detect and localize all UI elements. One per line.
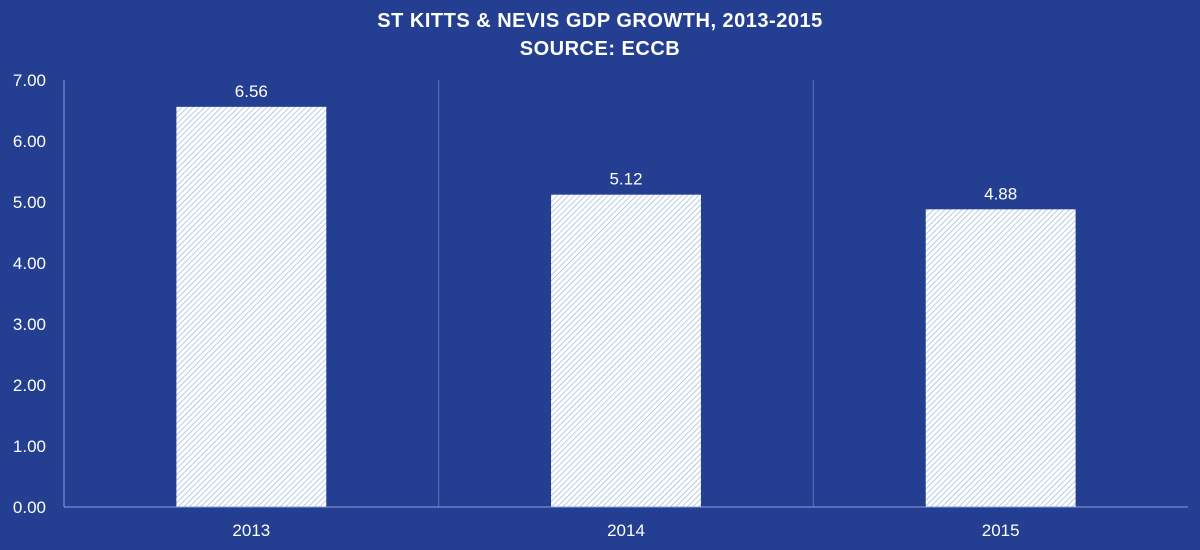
x-tick-label-2013: 2013: [232, 521, 270, 540]
bar-2015: [925, 209, 1076, 507]
label-layer: 6.56 2013 5.12 2014 4.88 2015: [232, 82, 1019, 540]
y-tick-label: 2.00: [13, 376, 46, 395]
y-tick-label: 0.00: [13, 498, 46, 517]
data-label-2013: 6.56: [235, 82, 268, 101]
x-tick-label-2015: 2015: [982, 521, 1020, 540]
grid-layer: [438, 80, 814, 507]
axis-layer: 0.00 1.00 2.00 3.00 4.00 5.00 6.00 7.00: [13, 71, 1188, 517]
x-tick-label-2014: 2014: [607, 521, 645, 540]
bar-2014: [551, 194, 701, 507]
bar-2013: [176, 106, 327, 507]
chart-subtitle: SOURCE: ECCB: [519, 38, 681, 60]
y-tick-label: 4.00: [13, 254, 46, 273]
data-label-2015: 4.88: [984, 184, 1017, 203]
chart-title: ST KITTS & NEVIS GDP GROWTH, 2013-2015: [377, 10, 823, 32]
y-tick-label: 3.00: [13, 315, 46, 334]
y-tick-label: 1.00: [13, 437, 46, 456]
y-tick-label: 5.00: [13, 193, 46, 212]
bar-layer: [176, 106, 1076, 507]
y-tick-label: 6.00: [13, 132, 46, 151]
data-label-2014: 5.12: [609, 170, 642, 189]
y-tick-label: 7.00: [13, 71, 46, 90]
